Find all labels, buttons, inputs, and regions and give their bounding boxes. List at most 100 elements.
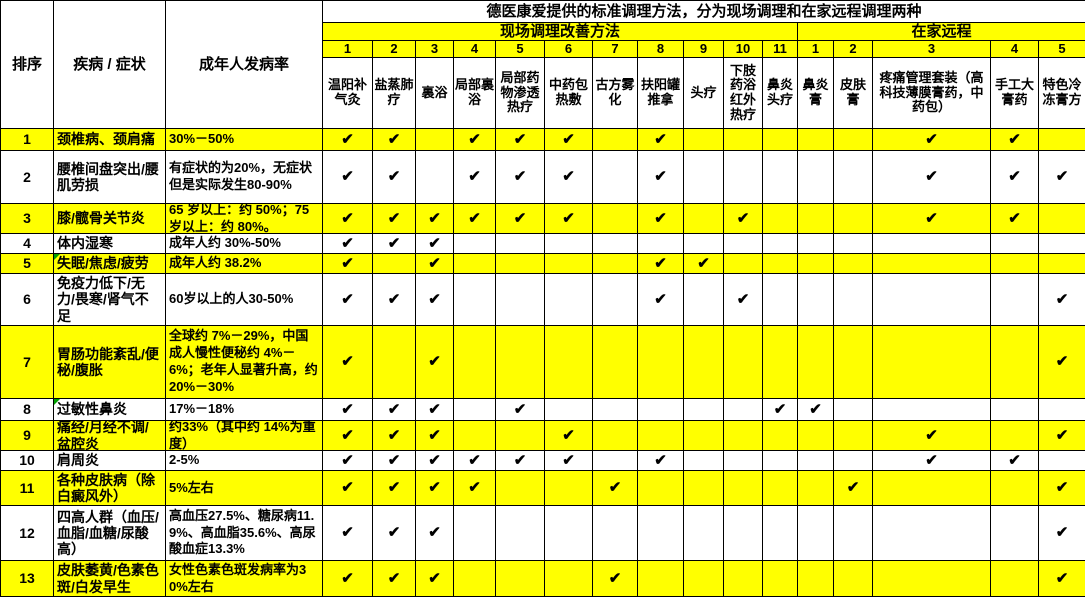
check-cell-r10-onsite-7[interactable] <box>593 451 638 471</box>
check-cell-r7-home-3[interactable] <box>873 326 991 399</box>
check-cell-r6-onsite-10[interactable]: ✔ <box>724 274 763 326</box>
onsite-col-number-4[interactable]: 4 <box>454 41 496 58</box>
check-cell-r8-onsite-3[interactable]: ✔ <box>416 399 454 421</box>
home-treatment-header-1[interactable]: 鼻炎膏 <box>798 58 834 129</box>
rank-cell-10[interactable]: 10 <box>1 451 54 471</box>
rate-cell-6[interactable]: 60岁以上的人30-50% <box>166 274 323 326</box>
check-cell-r12-onsite-7[interactable] <box>593 506 638 561</box>
check-cell-r10-onsite-3[interactable]: ✔ <box>416 451 454 471</box>
check-cell-r11-onsite-8[interactable] <box>638 471 684 506</box>
check-cell-r7-onsite-4[interactable] <box>454 326 496 399</box>
check-cell-r11-onsite-6[interactable] <box>545 471 593 506</box>
check-cell-r4-onsite-5[interactable] <box>496 234 545 254</box>
check-cell-r6-onsite-4[interactable] <box>454 274 496 326</box>
check-cell-r12-onsite-2[interactable]: ✔ <box>373 506 416 561</box>
onsite-treatment-header-4[interactable]: 局部裏浴 <box>454 58 496 129</box>
check-cell-r3-home-2[interactable] <box>834 204 873 234</box>
check-cell-r10-onsite-11[interactable] <box>763 451 798 471</box>
disease-cell-1[interactable]: 颈椎病、颈肩痛 <box>54 129 166 151</box>
check-cell-r7-onsite-2[interactable] <box>373 326 416 399</box>
check-cell-r12-home-4[interactable] <box>991 506 1039 561</box>
check-cell-r1-onsite-2[interactable]: ✔ <box>373 129 416 151</box>
check-cell-r13-home-2[interactable] <box>834 561 873 597</box>
check-cell-r2-onsite-6[interactable]: ✔ <box>545 151 593 204</box>
check-cell-r6-home-1[interactable] <box>798 274 834 326</box>
check-cell-r6-onsite-2[interactable]: ✔ <box>373 274 416 326</box>
check-cell-r1-onsite-5[interactable]: ✔ <box>496 129 545 151</box>
rate-cell-9[interactable]: 约33%（其中约 14%为重度） <box>166 421 323 451</box>
check-cell-r11-home-3[interactable] <box>873 471 991 506</box>
check-cell-r10-home-3[interactable]: ✔ <box>873 451 991 471</box>
check-cell-r3-home-3[interactable]: ✔ <box>873 204 991 234</box>
rate-cell-1[interactable]: 30%－50% <box>166 129 323 151</box>
check-cell-r10-onsite-1[interactable]: ✔ <box>323 451 373 471</box>
check-cell-r7-home-2[interactable] <box>834 326 873 399</box>
check-cell-r9-home-1[interactable] <box>798 421 834 451</box>
onsite-treatment-header-1[interactable]: 温阳补气灸 <box>323 58 373 129</box>
check-cell-r3-onsite-5[interactable]: ✔ <box>496 204 545 234</box>
rate-cell-12[interactable]: 高血压27.5%、糖尿病11.9%、高血脂35.6%、高尿酸血症13.3% <box>166 506 323 561</box>
disease-cell-11[interactable]: 各种皮肤病（除白癜风外） <box>54 471 166 506</box>
check-cell-r6-onsite-7[interactable] <box>593 274 638 326</box>
check-cell-r5-home-4[interactable] <box>991 254 1039 274</box>
check-cell-r6-onsite-5[interactable] <box>496 274 545 326</box>
check-cell-r13-onsite-6[interactable] <box>545 561 593 597</box>
onsite-col-number-9[interactable]: 9 <box>684 41 724 58</box>
check-cell-r5-onsite-5[interactable] <box>496 254 545 274</box>
check-cell-r7-home-1[interactable] <box>798 326 834 399</box>
onsite-col-number-7[interactable]: 7 <box>593 41 638 58</box>
check-cell-r7-home-5[interactable]: ✔ <box>1039 326 1085 399</box>
check-cell-r12-home-5[interactable]: ✔ <box>1039 506 1085 561</box>
check-cell-r13-onsite-3[interactable]: ✔ <box>416 561 454 597</box>
check-cell-r11-home-4[interactable] <box>991 471 1039 506</box>
check-cell-r9-home-3[interactable]: ✔ <box>873 421 991 451</box>
check-cell-r7-onsite-11[interactable] <box>763 326 798 399</box>
check-cell-r1-onsite-10[interactable] <box>724 129 763 151</box>
check-cell-r9-onsite-7[interactable] <box>593 421 638 451</box>
check-cell-r2-home-5[interactable]: ✔ <box>1039 151 1085 204</box>
check-cell-r9-home-4[interactable] <box>991 421 1039 451</box>
check-cell-r5-home-3[interactable] <box>873 254 991 274</box>
check-cell-r4-onsite-3[interactable]: ✔ <box>416 234 454 254</box>
rate-cell-11[interactable]: 5%左右 <box>166 471 323 506</box>
onsite-treatment-header-9[interactable]: 头疗 <box>684 58 724 129</box>
check-cell-r1-onsite-6[interactable]: ✔ <box>545 129 593 151</box>
check-cell-r12-home-1[interactable] <box>798 506 834 561</box>
check-cell-r8-onsite-9[interactable] <box>684 399 724 421</box>
onsite-treatment-header-5[interactable]: 局部药物渗透热疗 <box>496 58 545 129</box>
onsite-treatment-header-7[interactable]: 古方雾化 <box>593 58 638 129</box>
disease-cell-7[interactable]: 胃肠功能紊乱/便秘/腹胀 <box>54 326 166 399</box>
check-cell-r13-onsite-7[interactable]: ✔ <box>593 561 638 597</box>
check-cell-r6-onsite-3[interactable]: ✔ <box>416 274 454 326</box>
check-cell-r11-onsite-4[interactable]: ✔ <box>454 471 496 506</box>
check-cell-r11-onsite-5[interactable] <box>496 471 545 506</box>
check-cell-r5-onsite-6[interactable] <box>545 254 593 274</box>
check-cell-r10-home-4[interactable]: ✔ <box>991 451 1039 471</box>
rank-cell-1[interactable]: 1 <box>1 129 54 151</box>
check-cell-r2-onsite-10[interactable] <box>724 151 763 204</box>
check-cell-r1-onsite-3[interactable] <box>416 129 454 151</box>
check-cell-r5-home-2[interactable] <box>834 254 873 274</box>
rate-cell-2[interactable]: 有症状的为20%，无症状但是实际发生80-90% <box>166 151 323 204</box>
check-cell-r2-onsite-7[interactable] <box>593 151 638 204</box>
onsite-treatment-header-2[interactable]: 盐蒸肺疗 <box>373 58 416 129</box>
check-cell-r11-onsite-2[interactable]: ✔ <box>373 471 416 506</box>
check-cell-r8-onsite-10[interactable] <box>724 399 763 421</box>
check-cell-r9-onsite-3[interactable]: ✔ <box>416 421 454 451</box>
check-cell-r2-onsite-1[interactable]: ✔ <box>323 151 373 204</box>
check-cell-r6-onsite-9[interactable] <box>684 274 724 326</box>
check-cell-r13-onsite-1[interactable]: ✔ <box>323 561 373 597</box>
rank-cell-4[interactable]: 4 <box>1 234 54 254</box>
check-cell-r4-onsite-2[interactable]: ✔ <box>373 234 416 254</box>
check-cell-r12-onsite-9[interactable] <box>684 506 724 561</box>
disease-cell-2[interactable]: 腰椎间盘突出/腰肌劳损 <box>54 151 166 204</box>
check-cell-r3-onsite-9[interactable] <box>684 204 724 234</box>
check-cell-r9-onsite-5[interactable] <box>496 421 545 451</box>
check-cell-r5-home-1[interactable] <box>798 254 834 274</box>
check-cell-r6-onsite-6[interactable] <box>545 274 593 326</box>
check-cell-r8-onsite-6[interactable] <box>545 399 593 421</box>
check-cell-r13-home-4[interactable] <box>991 561 1039 597</box>
check-cell-r12-onsite-5[interactable] <box>496 506 545 561</box>
check-cell-r11-onsite-3[interactable]: ✔ <box>416 471 454 506</box>
check-cell-r1-onsite-8[interactable]: ✔ <box>638 129 684 151</box>
